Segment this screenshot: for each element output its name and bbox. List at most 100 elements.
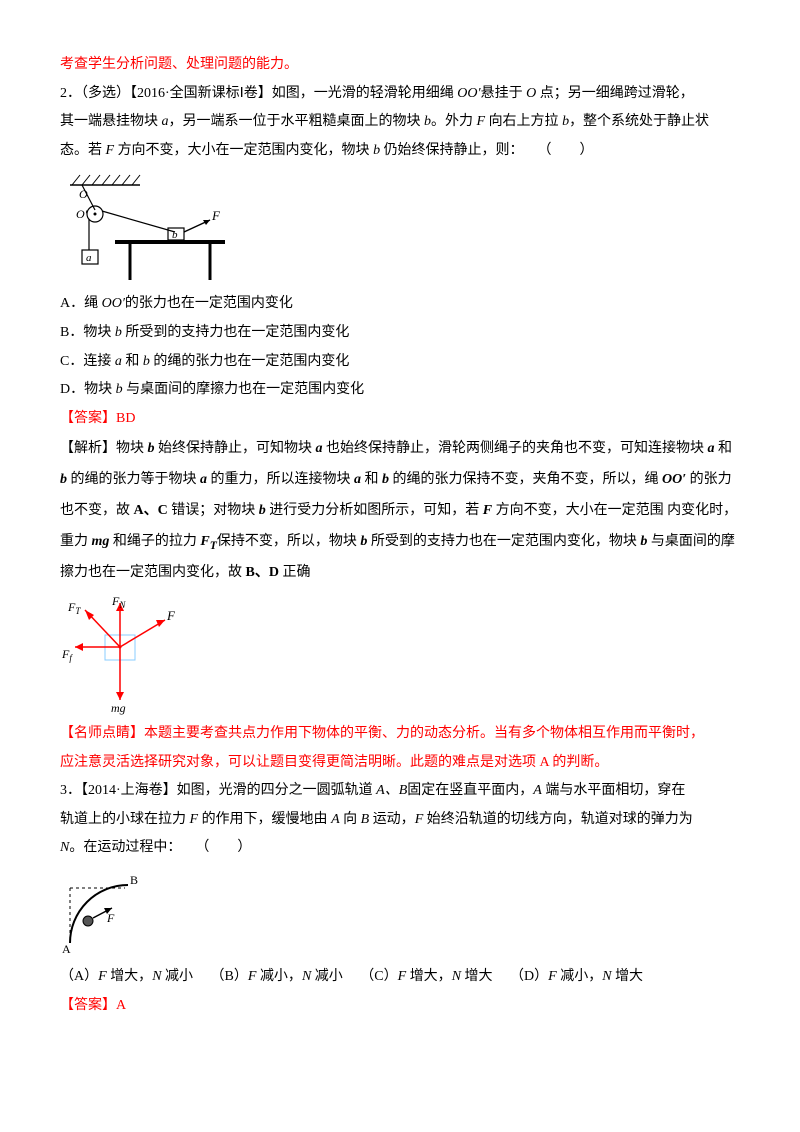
- q2-line3: 态。若 F 方向不变，大小在一定范围内变化，物块 b 仍始终保持静止，则： （ …: [60, 138, 740, 165]
- q3-stem2: 轨道上的小球在拉力 F 的作用下，缓慢地由 A 向 B 运动，F 始终沿轨道的切…: [60, 807, 740, 834]
- svg-text:b: b: [172, 229, 178, 241]
- q2-l3b: 方向不变，大小在一定范围内变化，物块: [114, 143, 373, 158]
- q3a: A: [533, 783, 542, 798]
- oc3: 的绳的张力也在一定范围内变化: [150, 354, 350, 369]
- q3s2: 固定在竖直平面内，: [407, 783, 533, 798]
- q3-fig-f: F: [106, 911, 115, 925]
- q3ob: （B）: [211, 969, 248, 984]
- od2: 与桌面间的摩擦力也在一定范围内变化: [123, 382, 365, 397]
- e2: 始终保持静止，可知物块: [155, 441, 316, 456]
- q3oa2: 增大，: [107, 969, 153, 984]
- e14: 和绳子的拉力: [109, 534, 200, 549]
- eac: A、C: [134, 503, 168, 518]
- exl: 【解析】: [60, 441, 116, 456]
- odb: b: [116, 382, 123, 397]
- eb6: b: [640, 534, 647, 549]
- q3oc: （C）: [360, 969, 397, 984]
- ebd: B、D: [246, 565, 279, 580]
- svg-text:a: a: [86, 252, 92, 264]
- e15: 保持不变，所以，物块: [217, 534, 361, 549]
- q2-s1: 2．（多选）【2016·全国新课标Ⅰ卷】如图，一光滑的轻滑轮用细绳: [60, 86, 457, 101]
- q3od: （D）: [510, 969, 548, 984]
- q2-o: O: [526, 86, 536, 101]
- e11: 进行受力分析如图所示，可知，若: [266, 503, 483, 518]
- q2-l2b: ，另一端系一位于水平粗糙桌面上的物块: [169, 114, 425, 129]
- e4: 和: [718, 441, 732, 456]
- q2-optA: A．绳 OO′的张力也在一定范围内变化: [60, 291, 740, 318]
- oca: a: [115, 354, 122, 369]
- q2-optC: C．连接 a 和 b 的绳的张力也在一定范围内变化: [60, 349, 740, 376]
- e1: 物块: [116, 441, 148, 456]
- q2-F2: F: [106, 143, 115, 158]
- svg-text:Ff: Ff: [61, 647, 73, 663]
- q2-optB: B．物块 b 所受到的支持力也在一定范围内变化: [60, 320, 740, 347]
- q3s7: 运动，: [369, 812, 415, 827]
- q3b: B: [361, 812, 370, 827]
- e3: 也始终保持静止，滑轮两侧绳子的夹角也不变，可知连接物块: [323, 441, 708, 456]
- q2-b3: b: [373, 143, 380, 158]
- oa1: A．绳: [60, 296, 102, 311]
- eft2: T: [210, 539, 217, 552]
- e8: 的绳的张力保持不变，夹角不变，所以，绳: [389, 472, 662, 487]
- fbd-mg: mg: [111, 701, 126, 715]
- q3a2: A: [331, 812, 340, 827]
- ob2: 所受到的支持力也在一定范围内变化: [122, 325, 350, 340]
- q2-b2: b: [562, 114, 569, 129]
- svg-text:FN: FN: [111, 595, 126, 610]
- q3-figure: F A B: [60, 868, 155, 958]
- force-diagram: FN FT F Ff mg: [60, 595, 200, 715]
- q2-stem: 2．（多选）【2016·全国新课标Ⅰ卷】如图，一光滑的轻滑轮用细绳 OO′悬挂于…: [60, 81, 740, 108]
- intro-red: 考查学生分析问题、处理问题的能力。: [60, 52, 740, 79]
- e7: 和: [361, 472, 382, 487]
- eft1: F: [200, 534, 209, 549]
- eb2: b: [60, 472, 67, 487]
- q3oan: N: [152, 969, 161, 984]
- q3od2: 减小，: [557, 969, 603, 984]
- svg-text:F: F: [211, 208, 221, 223]
- ocb: b: [143, 354, 150, 369]
- q3-fig-a: A: [62, 942, 71, 956]
- q2-explanation: 【解析】物块 b 始终保持静止，可知物块 a 也始终保持静止，滑轮两侧绳子的夹角…: [60, 434, 740, 589]
- ea3: a: [200, 472, 207, 487]
- q3oa: （A）: [60, 969, 98, 984]
- eoo: OO′: [662, 472, 686, 487]
- fbd-f: F: [166, 608, 176, 623]
- q3oa3: 减小: [162, 969, 194, 984]
- q3ocf: F: [398, 969, 407, 984]
- q2-line2: 其一端悬挂物块 a，另一端系一位于水平粗糙桌面上的物块 b。外力 F 向右上方拉…: [60, 109, 740, 136]
- oc1: C．连接: [60, 354, 115, 369]
- q3-answer: 【答案】A: [60, 993, 740, 1020]
- q2-F: F: [477, 114, 486, 129]
- fbd-fnsub: N: [118, 600, 126, 610]
- q3s5: 的作用下，缓慢地由: [198, 812, 331, 827]
- oaOO: OO′: [102, 296, 125, 311]
- e18: 正确: [279, 565, 311, 580]
- svg-text:O′: O′: [76, 207, 88, 221]
- e6: 的重力，所以连接物块: [207, 472, 354, 487]
- q3s8: 始终沿轨道的切线方向，轨道对球的弹力为: [423, 812, 693, 827]
- q3-stem1: 3．【2014·上海卷】如图，光滑的四分之一圆弧轨道 A、B固定在竖直平面内，A…: [60, 778, 740, 805]
- q3odn: N: [602, 969, 611, 984]
- oa2: 的张力也在一定范围内变化: [125, 296, 293, 311]
- e5: 的绳的张力等于物块: [67, 472, 200, 487]
- q3ocn: N: [452, 969, 461, 984]
- e16: 所受到的支持力也在一定范围内变化，物块: [367, 534, 640, 549]
- od1: D．物块: [60, 382, 116, 397]
- q3ob2: 减小，: [256, 969, 302, 984]
- fbd-ffsub: f: [69, 653, 73, 663]
- svg-text:O: O: [79, 187, 88, 201]
- q3oc3: 增大: [461, 969, 493, 984]
- ob1: B．物块: [60, 325, 115, 340]
- q3oaf: F: [98, 969, 107, 984]
- q3f: F: [190, 812, 199, 827]
- q2-figure: O O′ a b F: [60, 170, 230, 285]
- q2-l2c: 。外力: [431, 114, 477, 129]
- teacher-comment-1: 【名师点睛】本题主要考查共点力作用下物体的平衡、力的动态分析。当有多个物体相互作…: [60, 721, 740, 748]
- q3ab: A、B: [376, 783, 407, 798]
- ef1: F: [483, 503, 492, 518]
- q3-fig-b: B: [130, 873, 138, 887]
- fbd-ftsub: T: [75, 606, 81, 616]
- e12: 方向不变，大小在一定范围: [492, 503, 664, 518]
- q3s1: 3．【2014·上海卷】如图，光滑的四分之一圆弧轨道: [60, 783, 376, 798]
- q3od3: 增大: [612, 969, 644, 984]
